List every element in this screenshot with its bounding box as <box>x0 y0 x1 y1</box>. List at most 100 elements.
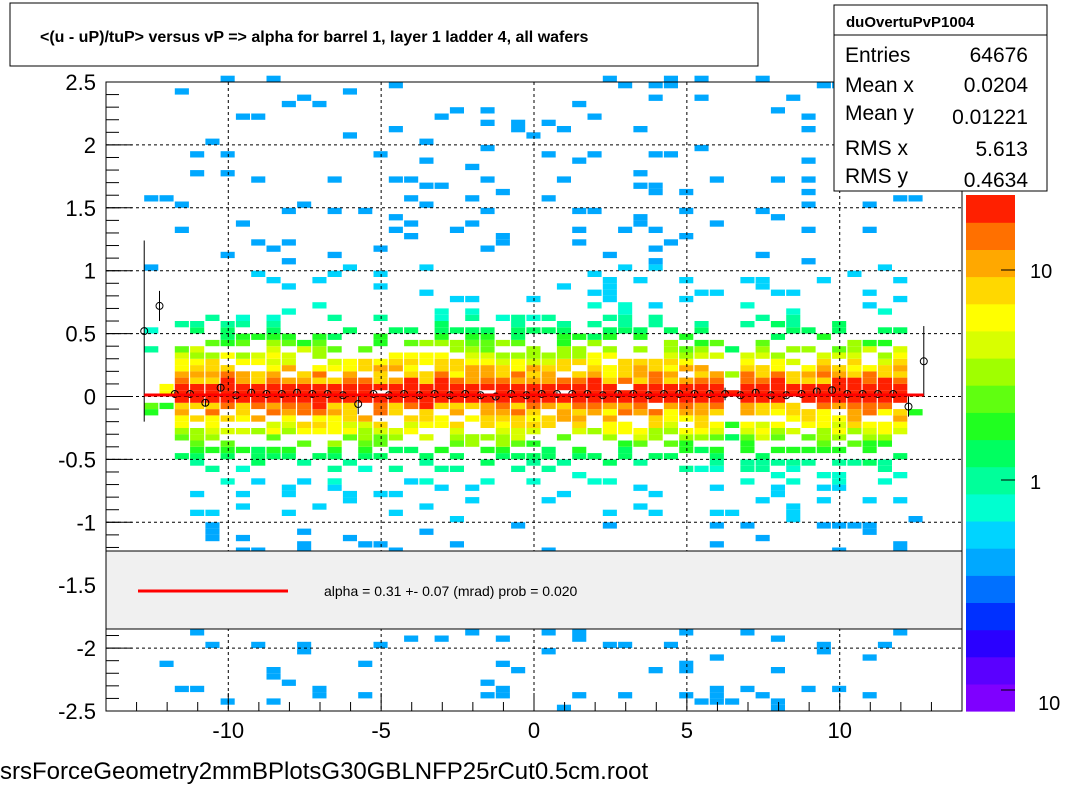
heatmap-cell <box>342 459 357 466</box>
heatmap-cell <box>342 88 357 95</box>
heatmap-cell <box>832 346 847 353</box>
heatmap-cell <box>679 365 694 372</box>
heatmap-cell <box>190 428 205 435</box>
heatmap-cell <box>648 377 663 384</box>
heatmap-cell <box>327 358 342 366</box>
heatmap-cell <box>816 415 831 422</box>
heatmap-cell <box>755 453 770 460</box>
heatmap-cell <box>190 358 205 366</box>
heatmap-cell <box>572 377 587 384</box>
heatmap-cell <box>633 170 648 177</box>
heatmap-cell <box>495 685 510 693</box>
heatmap-cell <box>281 339 296 347</box>
heatmap-cell <box>511 365 526 372</box>
heatmap-cell <box>740 629 755 636</box>
heatmap-cell <box>281 239 296 246</box>
heatmap-cell <box>327 453 342 460</box>
heatmap-cell <box>893 377 908 384</box>
heatmap-cell <box>679 629 694 636</box>
heatmap-cell <box>694 446 709 454</box>
heatmap-cell <box>694 402 709 410</box>
heatmap-cell <box>725 390 740 397</box>
heatmap-cell <box>434 327 449 334</box>
heatmap-cell <box>235 415 250 422</box>
heatmap-cell <box>633 182 648 189</box>
heatmap-cell <box>220 390 235 397</box>
y-tick-label: 0.5 <box>65 322 96 347</box>
heatmap-cell <box>144 409 159 416</box>
heatmap-cell <box>205 383 220 391</box>
heatmap-cell <box>449 541 464 548</box>
heatmap-cell <box>526 402 541 410</box>
heatmap-cell <box>281 333 296 340</box>
heatmap-cell <box>281 415 296 422</box>
heatmap-cell <box>740 434 755 441</box>
heatmap-cell <box>648 264 663 271</box>
heatmap-cell <box>709 698 724 705</box>
heatmap-cell <box>556 459 571 466</box>
heatmap-cell <box>862 371 877 378</box>
heatmap-cell <box>786 390 801 397</box>
heatmap-cell <box>877 390 892 397</box>
heatmap-cell <box>663 383 678 391</box>
heatmap-cell <box>404 396 419 403</box>
heatmap-cell <box>770 358 785 366</box>
heatmap-cell <box>893 327 908 334</box>
heatmap-cell <box>572 100 587 108</box>
heatmap-cell <box>465 402 480 410</box>
heatmap-cell <box>174 396 189 403</box>
heatmap-cell <box>709 402 724 410</box>
heatmap-cell <box>281 484 296 491</box>
heatmap-cell <box>373 365 388 372</box>
heatmap-cell <box>541 421 556 428</box>
heatmap-cell <box>220 75 235 82</box>
heatmap-cell <box>572 333 587 340</box>
heatmap-cell <box>801 685 816 693</box>
heatmap-cell <box>511 434 526 441</box>
heatmap-cell <box>740 421 755 428</box>
heatmap-cell <box>587 113 602 120</box>
heatmap-cell <box>312 277 327 284</box>
heatmap-cell <box>648 434 663 441</box>
heatmap-cell <box>174 365 189 372</box>
heatmap-cell <box>847 421 862 428</box>
y-tick-label: 2.5 <box>65 70 96 95</box>
heatmap-cell <box>618 440 633 447</box>
heatmap-cell <box>312 346 327 353</box>
heatmap-cell <box>770 434 785 441</box>
colorbar-segment <box>966 412 1015 441</box>
heatmap-cell <box>556 283 571 290</box>
heatmap-cell <box>327 428 342 435</box>
heatmap-cell <box>449 371 464 378</box>
heatmap-cell <box>908 195 923 202</box>
heatmap-cell <box>220 371 235 378</box>
heatmap-cell <box>877 402 892 410</box>
heatmap-cell <box>648 151 663 158</box>
heatmap-cell <box>862 421 877 428</box>
heatmap-cell <box>770 365 785 372</box>
heatmap-cell <box>602 346 617 353</box>
heatmap-cell <box>327 390 342 397</box>
heatmap-cell <box>480 421 495 428</box>
heatmap-cell <box>297 201 312 208</box>
heatmap-cell <box>235 534 250 542</box>
heatmap-cell <box>526 132 541 139</box>
heatmap-cell <box>648 390 663 397</box>
heatmap-cell <box>709 692 724 699</box>
heatmap-cell <box>373 402 388 410</box>
heatmap-cell <box>663 75 678 82</box>
heatmap-cell <box>556 434 571 441</box>
heatmap-cell <box>404 383 419 391</box>
heatmap-cell <box>465 390 480 397</box>
heatmap-cell <box>480 333 495 340</box>
heatmap-cell <box>663 453 678 460</box>
heatmap-cell <box>770 459 785 466</box>
heatmap-cell <box>404 446 419 454</box>
colorbar-label-mid: 1 <box>1030 472 1041 494</box>
heatmap-cell <box>740 459 755 466</box>
heatmap-cell <box>709 484 724 491</box>
heatmap-cell <box>205 365 220 372</box>
heatmap-cell <box>648 182 663 189</box>
heatmap-cell <box>847 383 862 391</box>
heatmap-cell <box>281 377 296 384</box>
